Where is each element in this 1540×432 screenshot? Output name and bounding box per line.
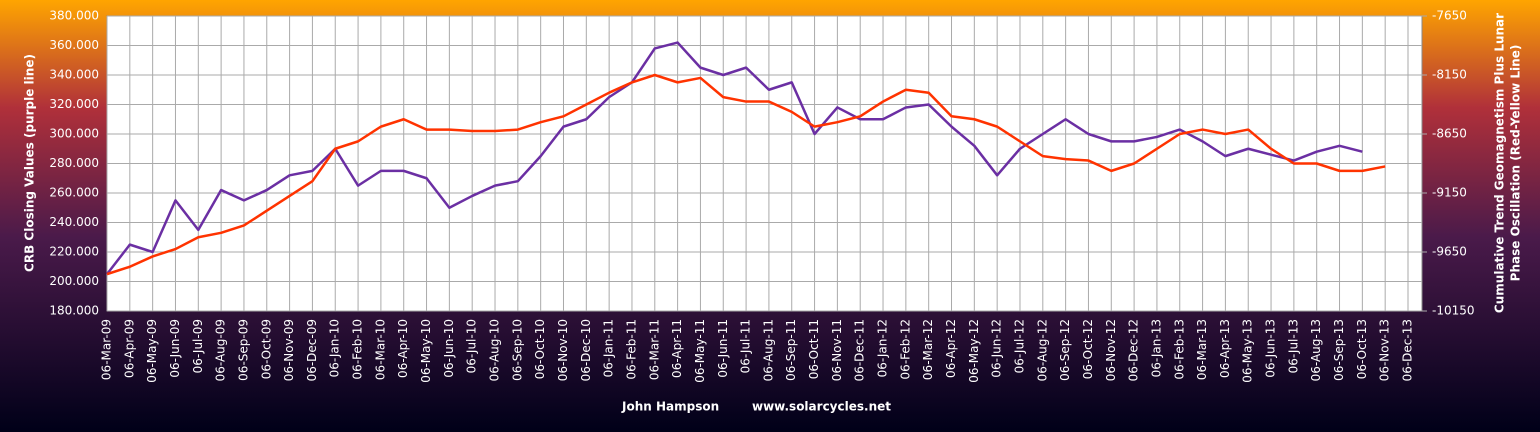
x-tick-label: 06-Mar-10 [373,319,387,380]
y-axis-label: CRB Closing Values (purple line) [23,54,37,272]
x-tick-label: 06-May-09 [145,319,159,383]
x-tick-label: 06-Nov-12 [1104,319,1118,381]
y2-tick-label: -9650 [1432,245,1467,259]
x-tick-label: 06-Jun-10 [442,319,456,378]
series-line [106,41,1363,275]
x-tick-label: 06-Oct-11 [807,319,821,379]
x-tick-label: 06-Mar-09 [100,319,114,380]
y2-tick-label: -8650 [1432,127,1467,141]
x-tick-label: 06-Aug-10 [488,319,502,381]
x-tick-label: 06-Jan-11 [602,319,616,377]
x-tick-label: 06-Jan-10 [328,319,342,377]
x-tick-label: 06-Jun-13 [1264,319,1278,378]
x-tick-label: 06-Dec-09 [305,319,319,381]
x-tick-label: 06-Sep-10 [510,319,524,381]
x-tick-label: 06-Jan-12 [876,319,890,377]
y2-tick-label: -10150 [1432,304,1475,318]
x-tick-label: 06-Jul-13 [1286,319,1300,373]
x-tick-label: 06-Jul-11 [739,319,753,373]
x-tick-label: 06-Apr-13 [1218,319,1232,378]
x-tick-label: 06-Sep-09 [236,319,250,381]
x-tick-label: 06-Sep-13 [1332,319,1346,381]
x-tick-label: 06-May-12 [967,319,981,383]
x-tick-label: 06-Jul-12 [1012,319,1026,373]
x-tick-label: 06-Jul-09 [191,319,205,373]
x-tick-label: 06-Mar-13 [1195,319,1209,380]
x-tick-label: 06-Sep-12 [1058,319,1072,381]
x-tick-label: 06-May-13 [1241,319,1255,383]
x-tick-label: 06-Apr-09 [122,319,136,378]
x-tick-label: 06-May-10 [419,319,433,383]
x-tick-label: 06-Apr-11 [670,319,684,378]
y-tick-label: 200.000 [49,274,99,288]
y2-tick-label: -9150 [1432,186,1467,200]
y-tick-label: 260.000 [49,186,99,200]
y-tick-label: 380.000 [49,9,99,23]
y-tick-label: 360.000 [49,38,99,52]
x-tick-label: 06-May-11 [693,319,707,383]
x-tick-label: 06-Jun-12 [990,319,1004,378]
y2-axis-label: Phase Oscillation (Red-Yellow Line) [1509,45,1523,282]
x-tick-label: 06-Apr-10 [396,319,410,378]
x-tick-label: 06-Feb-13 [1172,319,1186,379]
series-line [106,73,1386,276]
x-tick-label: 06-Nov-13 [1378,319,1392,381]
x-tick-label: 06-Dec-13 [1401,319,1415,381]
x-tick-label: 06-Oct-10 [533,319,547,379]
x-tick-label: 06-Aug-13 [1309,319,1323,381]
x-tick-label: 06-Nov-11 [830,319,844,381]
x-tick-label: 06-Mar-12 [921,319,935,380]
x-tick-label: 06-Apr-12 [944,319,958,378]
x-tick-label: 06-Dec-11 [853,319,867,381]
x-tick-label: 06-Jun-11 [716,319,730,378]
x-tick-label: 06-Dec-10 [579,319,593,381]
x-tick-label: 06-Mar-11 [647,319,661,380]
x-tick-label: 06-Oct-12 [1081,319,1095,379]
x-tick-label: 06-Oct-09 [259,319,273,379]
y2-tick-label: -8150 [1432,68,1467,82]
y2-axis-label: Cumulative Trend Geomagnetism Plus Lunar [1493,13,1507,313]
y-tick-label: 240.000 [49,215,99,229]
credit: www.solarcycles.net [752,400,891,414]
x-tick-label: 06-Dec-12 [1127,319,1141,381]
x-tick-label: 06-Jun-09 [168,319,182,378]
y-tick-label: 280.000 [49,156,99,170]
x-tick-label: 06-Aug-12 [1035,319,1049,381]
x-tick-label: 06-Nov-10 [556,319,570,381]
x-tick-label: 06-Feb-10 [351,319,365,379]
y-tick-label: 300.000 [49,127,99,141]
x-tick-label: 06-Aug-09 [214,319,228,381]
x-tick-label: 06-Sep-11 [784,319,798,381]
x-tick-label: 06-Aug-11 [761,319,775,381]
y-tick-label: 220.000 [49,245,99,259]
credit: John Hampson [621,400,719,414]
y-tick-label: 340.000 [49,68,99,82]
x-tick-label: 06-Feb-12 [898,319,912,379]
x-tick-label: 06-Feb-11 [624,319,638,379]
x-tick-label: 06-Jul-10 [465,319,479,373]
x-tick-label: 06-Oct-13 [1355,319,1369,379]
y-tick-label: 180.000 [49,304,99,318]
x-tick-label: 06-Nov-09 [282,319,296,381]
x-tick-label: 06-Jan-13 [1149,319,1163,377]
y2-tick-label: -7650 [1432,9,1467,23]
y-tick-label: 320.000 [49,97,99,111]
